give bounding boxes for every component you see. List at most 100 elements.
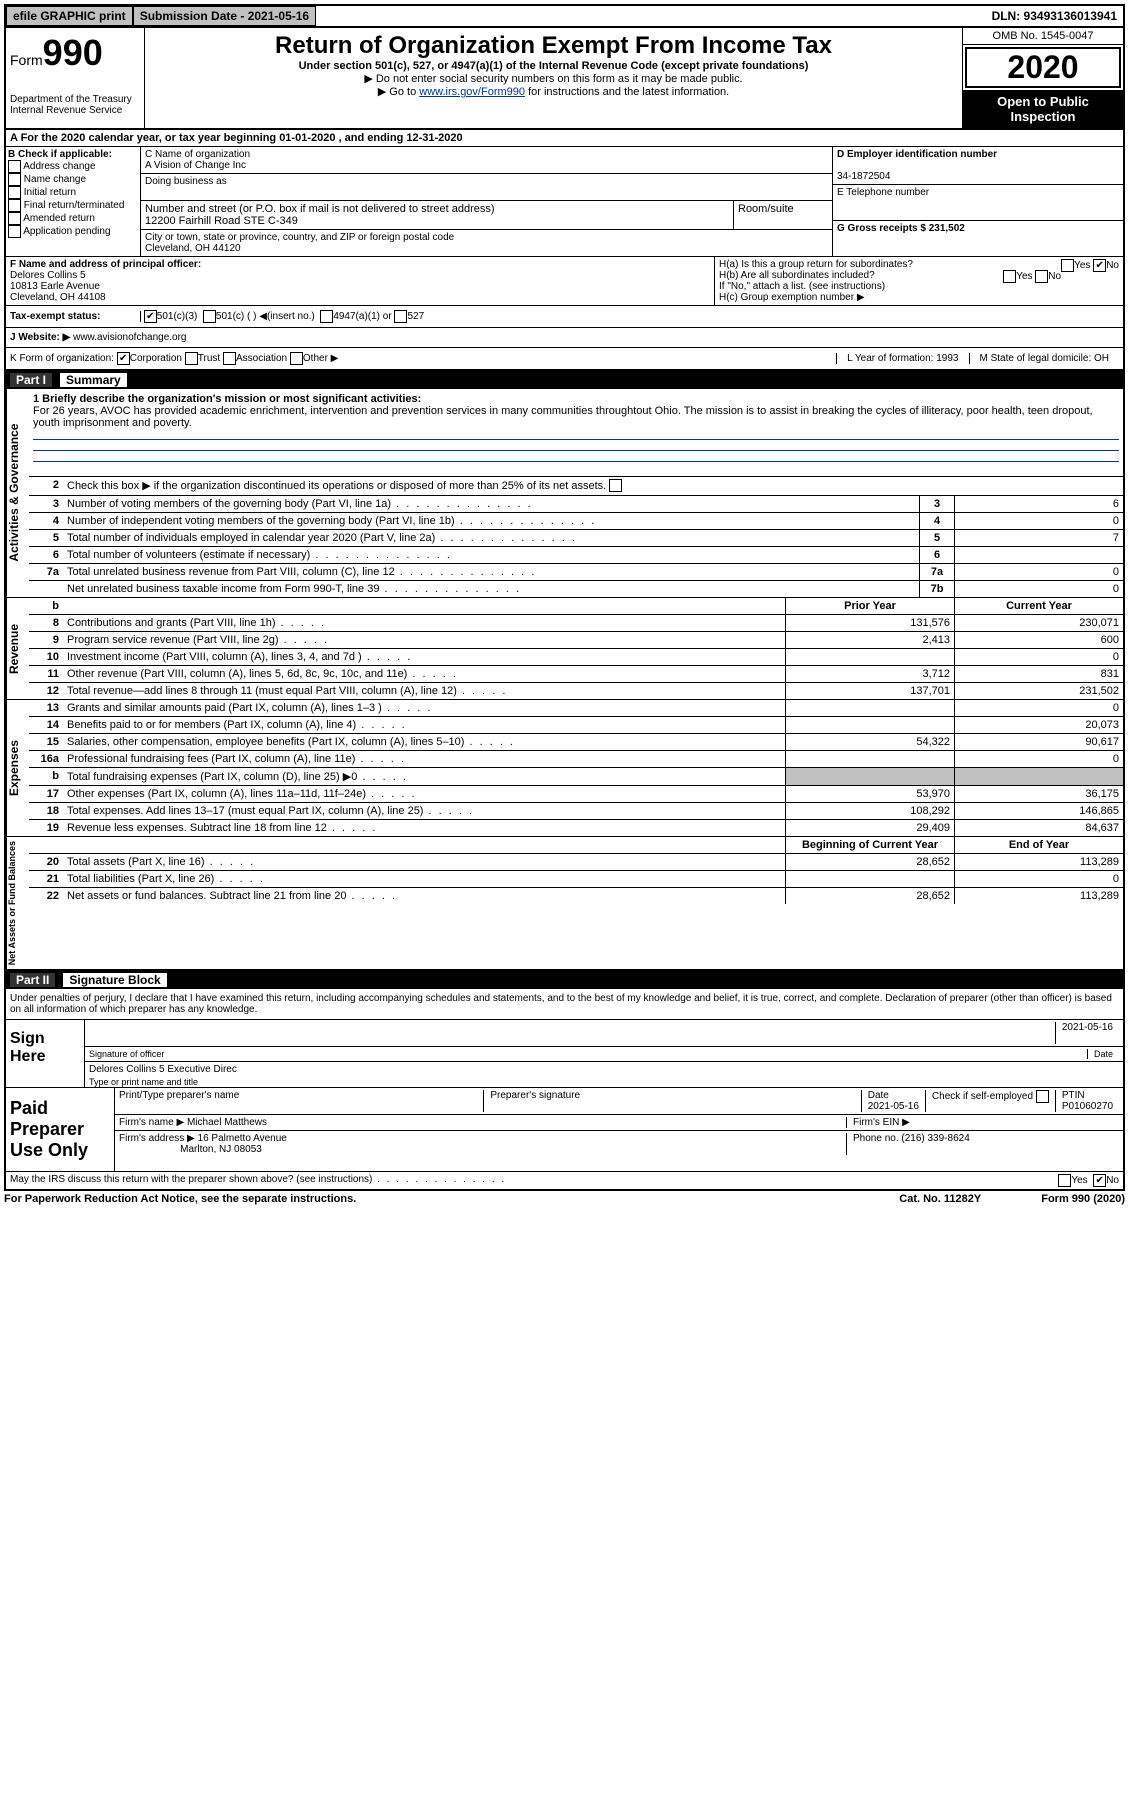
addr-value: 12200 Fairhill Road STE C-349: [145, 215, 729, 227]
summary-row: bTotal fundraising expenses (Part IX, co…: [29, 768, 1123, 786]
checkbox-initial[interactable]: [8, 186, 21, 199]
korg-trust[interactable]: [185, 352, 198, 365]
summary-row: 16aProfessional fundraising fees (Part I…: [29, 751, 1123, 768]
hc-label: H(c) Group exemption number ▶: [719, 292, 1119, 303]
form-header: Form990 Department of the Treasury Inter…: [4, 28, 1125, 130]
room-label: Room/suite: [734, 201, 832, 229]
checkbox-address-change[interactable]: [8, 160, 21, 173]
summary-row: 3Number of voting members of the governi…: [29, 496, 1123, 513]
form-note2: ▶ Go to www.irs.gov/Form990 for instruct…: [149, 85, 958, 98]
ein-value: 34-1872504: [837, 171, 890, 182]
korg-corp[interactable]: [117, 352, 130, 365]
entity-block: B Check if applicable: Address change Na…: [4, 147, 1125, 257]
form-title: Return of Organization Exempt From Incom…: [149, 32, 958, 60]
ha-yes[interactable]: [1061, 259, 1074, 272]
summary-row: 9Program service revenue (Part VIII, lin…: [29, 632, 1123, 649]
state-domicile: M State of legal domicile: OH: [969, 353, 1120, 364]
checkbox-pending[interactable]: [8, 225, 21, 238]
summary-row: 13Grants and similar amounts paid (Part …: [29, 700, 1123, 717]
public-inspection: Open to Public Inspection: [963, 90, 1123, 128]
city-label: City or town, state or province, country…: [145, 232, 828, 243]
irs-label: Internal Revenue Service: [10, 105, 140, 116]
status-501c3[interactable]: [144, 310, 157, 323]
dln-label: DLN: 93493136013941: [986, 7, 1123, 25]
sig-date: 2021-05-16: [1055, 1022, 1119, 1044]
box-d: D Employer identification number 34-1872…: [832, 147, 1123, 256]
summary-row: 17Other expenses (Part IX, column (A), l…: [29, 786, 1123, 803]
summary-row: Net unrelated business taxable income fr…: [29, 581, 1123, 597]
summary-row: 11Other revenue (Part VIII, column (A), …: [29, 666, 1123, 683]
hb-no[interactable]: [1035, 270, 1048, 283]
f-h-row: F Name and address of principal officer:…: [4, 257, 1125, 306]
firm-name: Michael Matthews: [187, 1117, 267, 1128]
firm-phone: Phone no. (216) 339-8624: [846, 1133, 1119, 1155]
summary-row: 21Total liabilities (Part X, line 26)0: [29, 871, 1123, 888]
part1-body: Activities & Governance 1 Briefly descri…: [4, 389, 1125, 971]
summary-row: 7aTotal unrelated business revenue from …: [29, 564, 1123, 581]
ein-label: D Employer identification number: [837, 149, 997, 160]
city-value: Cleveland, OH 44120: [145, 243, 828, 254]
summary-row: 20Total assets (Part X, line 16)28,65211…: [29, 854, 1123, 871]
addr-label: Number and street (or P.O. box if mail i…: [145, 203, 729, 215]
part2-header: Part II Signature Block: [4, 971, 1125, 989]
vtab-governance: Activities & Governance: [6, 389, 29, 597]
col-current-year: Current Year: [954, 598, 1123, 614]
status-527[interactable]: [394, 310, 407, 323]
hb-yes[interactable]: [1003, 270, 1016, 283]
vtab-revenue: Revenue: [6, 598, 29, 699]
omb-number: OMB No. 1545-0047: [963, 28, 1123, 45]
omb-block: OMB No. 1545-0047 2020 Open to Public In…: [962, 28, 1123, 128]
status-4947[interactable]: [320, 310, 333, 323]
korg-assoc[interactable]: [223, 352, 236, 365]
line-a: A For the 2020 calendar year, or tax yea…: [4, 130, 1125, 147]
page-footer: For Paperwork Reduction Act Notice, see …: [4, 1191, 1125, 1207]
phone-label: E Telephone number: [833, 185, 1123, 221]
org-name: A Vision of Change Inc: [145, 160, 828, 171]
summary-row: 12Total revenue—add lines 8 through 11 (…: [29, 683, 1123, 699]
discuss-yes[interactable]: [1058, 1174, 1071, 1187]
form-id-block: Form990 Department of the Treasury Inter…: [6, 28, 145, 128]
ptin-value: P01060270: [1062, 1101, 1113, 1112]
summary-row: 22Net assets or fund balances. Subtract …: [29, 888, 1123, 904]
form-title-block: Return of Organization Exempt From Incom…: [145, 28, 962, 128]
signature-block: Under penalties of perjury, I declare th…: [4, 989, 1125, 1191]
year-formation: L Year of formation: 1993: [836, 353, 968, 364]
form-note1: ▶ Do not enter social security numbers o…: [149, 72, 958, 85]
checkbox-final[interactable]: [8, 199, 21, 212]
k-form-row: K Form of organization: Corporation Trus…: [4, 348, 1125, 371]
self-employed-checkbox[interactable]: [1036, 1090, 1049, 1103]
checkbox-name-change[interactable]: [8, 173, 21, 186]
form-prefix: Form: [10, 52, 43, 68]
summary-row: 19Revenue less expenses. Subtract line 1…: [29, 820, 1123, 836]
status-501c[interactable]: [203, 310, 216, 323]
box-c: C Name of organization A Vision of Chang…: [141, 147, 832, 256]
irs-link[interactable]: www.irs.gov/Form990: [419, 86, 525, 98]
discuss-no[interactable]: [1093, 1174, 1106, 1187]
summary-row: 18Total expenses. Add lines 13–17 (must …: [29, 803, 1123, 820]
ha-no[interactable]: [1093, 259, 1106, 272]
line2-checkbox[interactable]: [609, 479, 622, 492]
form-number: 990: [43, 32, 103, 73]
checkbox-amended[interactable]: [8, 212, 21, 225]
submission-date-button[interactable]: Submission Date - 2021-05-16: [133, 6, 316, 26]
sign-here-label: Sign Here: [6, 1020, 85, 1087]
org-name-label: C Name of organization: [145, 149, 828, 160]
efile-print-button[interactable]: efile GRAPHIC print: [6, 6, 133, 26]
gross-receipts: G Gross receipts $ 231,502: [837, 223, 965, 234]
tax-year: 2020: [965, 47, 1121, 88]
korg-other[interactable]: [290, 352, 303, 365]
box-f: F Name and address of principal officer:…: [6, 257, 715, 305]
dept-label: Department of the Treasury: [10, 94, 140, 105]
box-h: H(a) Is this a group return for subordin…: [715, 257, 1123, 305]
col-prior-year: Prior Year: [785, 598, 954, 614]
box-b: B Check if applicable: Address change Na…: [6, 147, 141, 256]
col-begin-year: Beginning of Current Year: [785, 837, 954, 853]
tax-status-row: Tax-exempt status: 501(c)(3) 501(c) ( ) …: [4, 306, 1125, 328]
col-end-year: End of Year: [954, 837, 1123, 853]
mission-block: 1 Briefly describe the organization's mi…: [29, 389, 1123, 477]
summary-row: 14Benefits paid to or for members (Part …: [29, 717, 1123, 734]
dba-label: Doing business as: [145, 176, 828, 187]
part1-header: Part I Summary: [4, 371, 1125, 389]
mission-text: For 26 years, AVOC has provided academic…: [33, 405, 1093, 429]
website-value: www.avisionofchange.org: [73, 332, 186, 343]
